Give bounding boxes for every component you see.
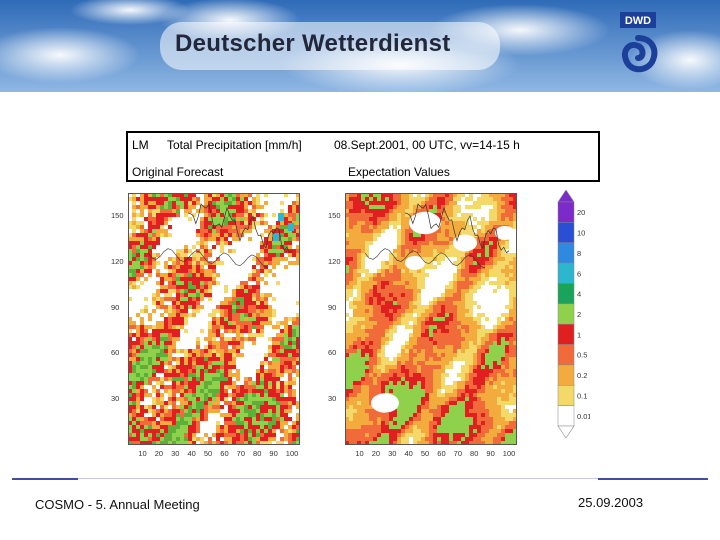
y-tick-label: 90	[111, 302, 120, 312]
footer-line-middle	[78, 478, 598, 479]
y-tick-label: 120	[111, 256, 124, 266]
x-tick-label: 30	[171, 449, 180, 458]
colorbar-bottom-arrow	[557, 425, 575, 439]
x-tick-label: 70	[453, 449, 462, 458]
colorbar-level-label: 0.1	[577, 391, 587, 400]
x-tick-label: 80	[253, 449, 262, 458]
colorbar-segment	[557, 222, 575, 243]
x-tick-label: 80	[470, 449, 479, 458]
footer-meeting: COSMO - 5. Annual Meeting	[35, 497, 200, 512]
y-tick-label: 90	[328, 302, 337, 312]
precipitation-colorbar: 20 10 8 6 4 2 1 0.5 0.2 0.1 0.01	[557, 190, 590, 439]
colorbar-level-label: 0.5	[577, 351, 587, 360]
x-tick-label: 20	[371, 449, 381, 458]
x-tick-label: 60	[220, 449, 229, 458]
banner: Deutscher Wetterdienst DWD	[0, 0, 720, 92]
y-tick-label: 150	[111, 210, 124, 220]
y-tick-label: 60	[328, 348, 337, 358]
colorbar-segment	[557, 242, 575, 264]
footer-line-right	[598, 478, 708, 480]
model-label: LM	[132, 138, 149, 152]
y-tick-label: 30	[111, 394, 120, 404]
colorbar-level-label: 0.01	[577, 412, 590, 421]
banner-title: Deutscher Wetterdienst	[175, 30, 451, 57]
expectation-values-map	[345, 193, 517, 445]
x-tick-label: 90	[269, 449, 278, 458]
colorbar-segment	[557, 385, 575, 406]
y-tick-label: 120	[328, 256, 341, 266]
colorbar-segment	[557, 323, 575, 345]
colorbar-level-label: 8	[577, 249, 581, 258]
x-tick-label: 100	[502, 449, 516, 458]
colorbar-level-label: 10	[577, 229, 585, 238]
colorbar-level-label: 2	[577, 310, 581, 319]
colorbar-segment	[557, 364, 575, 386]
colorbar-level-label: 4	[577, 290, 581, 299]
original-forecast-map	[128, 193, 300, 445]
x-tick-label: 40	[404, 449, 413, 458]
colorbar-segment	[557, 283, 575, 305]
variable-label: Total Precipitation [mm/h]	[167, 138, 302, 152]
dwd-logo-icon: DWD	[620, 12, 658, 73]
plot-header-box: LM Total Precipitation [mm/h] 08.Sept.20…	[126, 131, 600, 182]
colorbar-level-label: 0.2	[577, 371, 587, 380]
colorbar-level-label: 1	[577, 330, 581, 339]
x-tick-label: 40	[187, 449, 196, 458]
x-tick-label: 20	[154, 449, 164, 458]
x-tick-label: 30	[388, 449, 397, 458]
x-tick-label: 100	[285, 449, 299, 458]
x-tick-label: 10	[138, 449, 147, 458]
x-tick-label: 10	[355, 449, 364, 458]
left-panel-title: Original Forecast	[132, 165, 224, 179]
footer-line-left	[12, 478, 78, 480]
colorbar-level-label: 6	[577, 269, 581, 278]
svg-text:DWD: DWD	[625, 15, 651, 27]
x-tick-label: 70	[236, 449, 245, 458]
colorbar-segment	[557, 344, 575, 366]
x-tick-label: 50	[420, 449, 430, 458]
colorbar-segment	[557, 201, 575, 223]
x-tick-label: 50	[203, 449, 213, 458]
right-panel-title: Expectation Values	[348, 165, 450, 179]
x-tick-label: 90	[486, 449, 495, 458]
y-tick-label: 150	[328, 210, 341, 220]
colorbar-segment	[557, 405, 575, 427]
colorbar-segment	[557, 262, 575, 284]
y-tick-label: 30	[328, 394, 337, 404]
colorbar-level-label: 20	[577, 208, 585, 217]
colorbar-segment	[557, 303, 575, 325]
forecast-time-label: 08.Sept.2001, 00 UTC, vv=14-15 h	[334, 138, 520, 152]
footer-date: 25.09.2003	[578, 495, 644, 510]
colorbar-top-arrow	[557, 190, 575, 203]
y-tick-label: 60	[111, 348, 120, 358]
x-tick-label: 60	[437, 449, 446, 458]
